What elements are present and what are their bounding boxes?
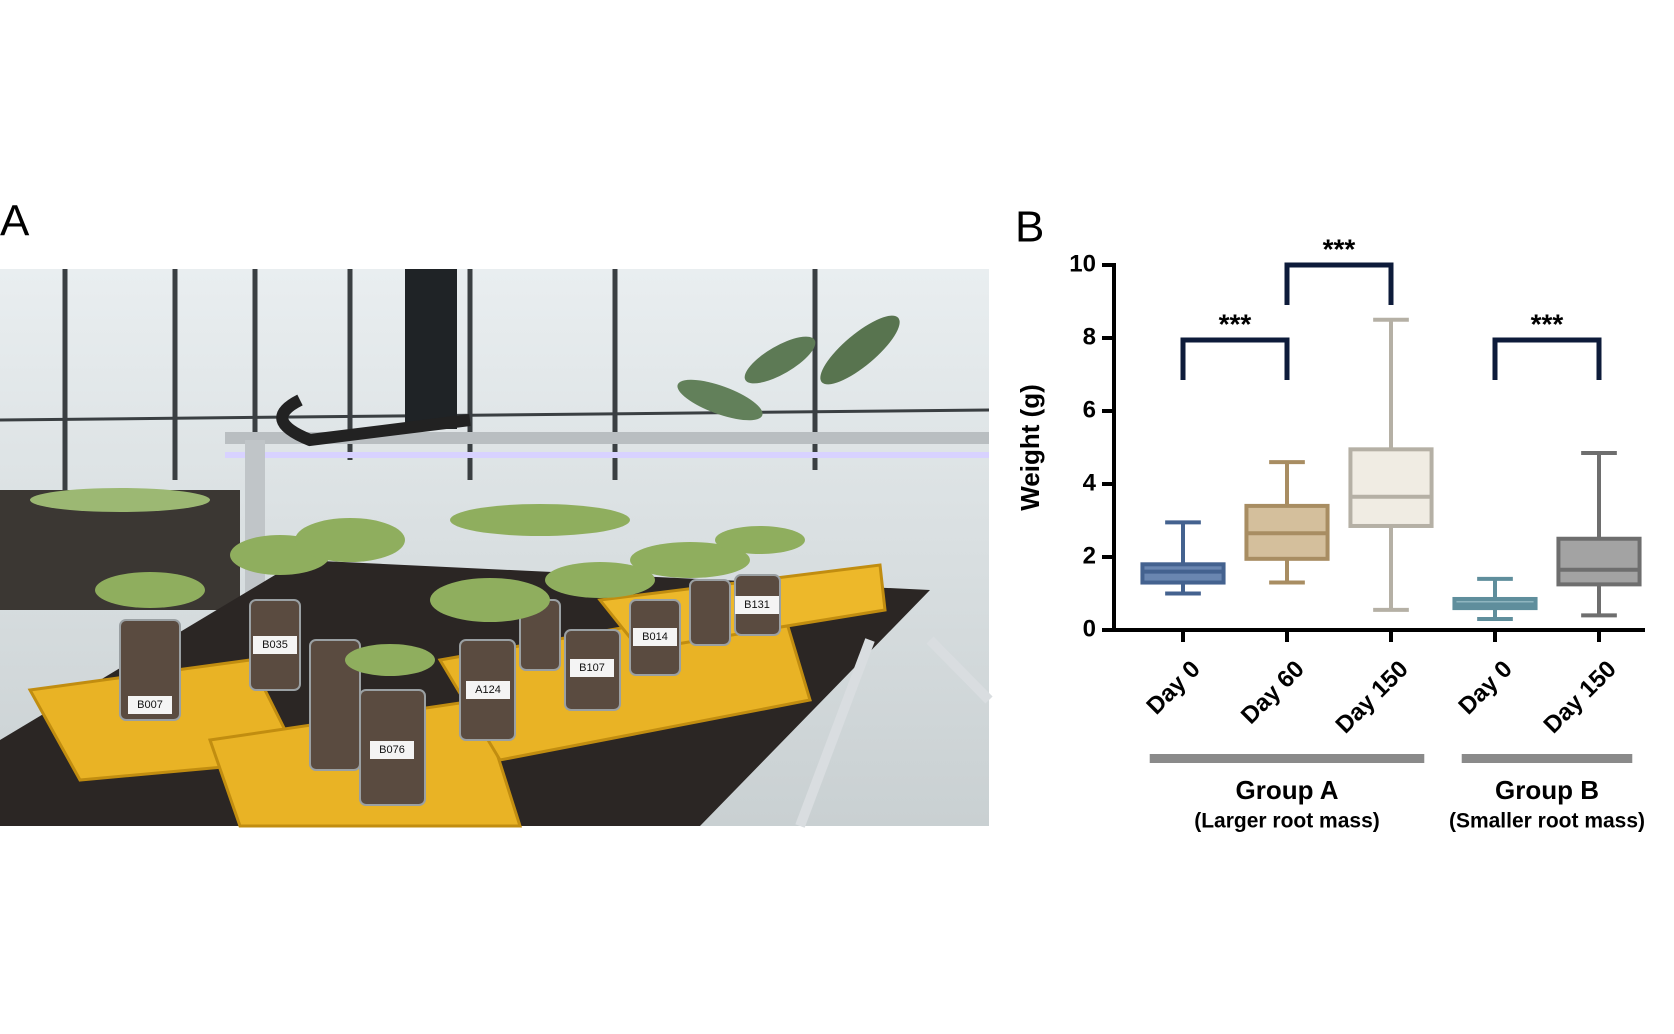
box — [1556, 536, 1642, 587]
box — [1348, 447, 1434, 528]
panel-label: A — [0, 197, 30, 246]
pot-tag — [370, 741, 414, 759]
significance-bracket — [1492, 337, 1602, 380]
significance-label: *** — [1531, 308, 1564, 339]
significance-label: *** — [1219, 308, 1252, 339]
y-tick-label: 10 — [1069, 250, 1096, 277]
pot-tag — [128, 696, 172, 714]
photo: B007 B035 B076 A124 B107 B014 B131 — [0, 269, 993, 828]
group-note: (Smaller root mass) — [1449, 810, 1645, 833]
y-tick-label: 2 — [1083, 542, 1096, 569]
pot-label: B007 — [137, 699, 163, 711]
x-tick-label: Day 0 — [1453, 656, 1517, 720]
x-tick-label: Day 150 — [1330, 656, 1413, 739]
box-plot: 0 2 4 6 8 10 Weight (g) Day 0 Day 60 Day 150 Day 0… — [1015, 233, 1645, 832]
significance-label: *** — [1323, 233, 1356, 264]
x-tick-label: Day 150 — [1538, 656, 1621, 739]
x-tick-label: Day 60 — [1236, 656, 1310, 730]
significance-bracket — [1284, 262, 1394, 305]
panel-label: B — [1015, 203, 1044, 252]
pot-label: B076 — [379, 744, 405, 756]
pot-tag — [570, 659, 614, 677]
x-tick-label: Day 0 — [1141, 656, 1205, 720]
pot-tag — [735, 596, 779, 614]
pot-label: A124 — [475, 684, 501, 696]
pot-label: B035 — [262, 639, 288, 651]
significance-bracket — [1180, 337, 1290, 380]
pot-label: B131 — [744, 599, 770, 611]
group-name: Group A — [1235, 775, 1338, 805]
y-tick-label: 6 — [1083, 396, 1096, 423]
group-name: Group B — [1495, 775, 1599, 805]
pot-tag — [253, 636, 297, 654]
group-bar — [1149, 754, 1425, 763]
y-tick-label: 8 — [1083, 323, 1096, 350]
group-bar — [1461, 754, 1633, 763]
pot-label: B014 — [642, 631, 668, 643]
y-axis-label: Weight (g) — [1015, 384, 1045, 511]
pot-label: B107 — [579, 662, 605, 674]
y-tick-label: 4 — [1083, 469, 1097, 496]
y-tick-label: 0 — [1083, 615, 1096, 642]
pot-tag — [633, 628, 677, 646]
group-note: (Larger root mass) — [1194, 810, 1380, 833]
pot-tag — [466, 681, 510, 699]
